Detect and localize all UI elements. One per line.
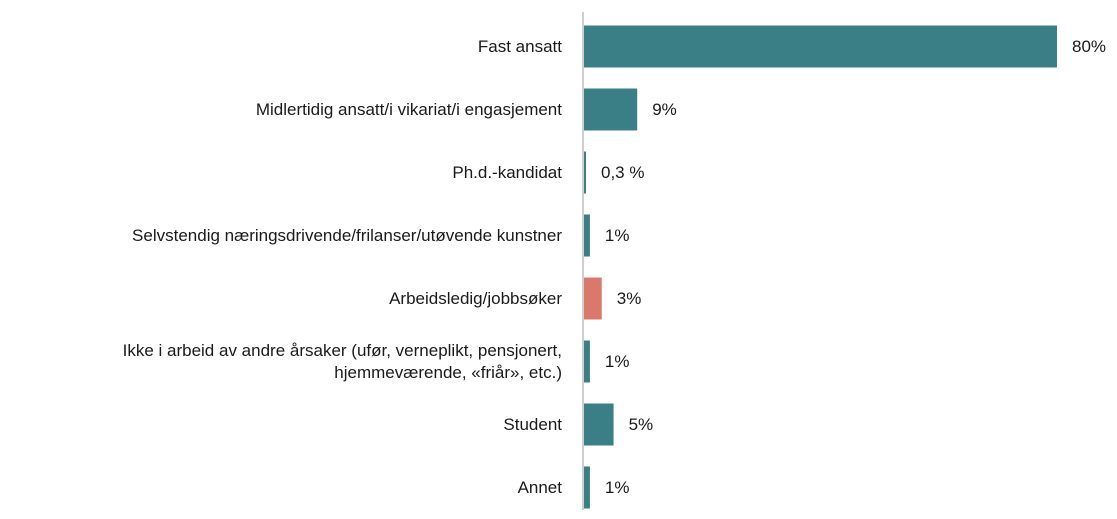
category-label: Midlertidig ansatt/i vikariat/i engasjem… xyxy=(255,99,562,119)
bar xyxy=(584,340,590,383)
value-label: 5% xyxy=(628,414,654,434)
category-label: Fast ansatt xyxy=(477,36,562,56)
bar xyxy=(584,403,614,446)
value-label: 3% xyxy=(616,288,642,308)
category-label: Selvstendig næringsdrivende/frilanser/ut… xyxy=(132,225,562,245)
bar xyxy=(584,25,1057,68)
category-label: Annet xyxy=(517,477,562,497)
bar xyxy=(584,214,590,257)
category-label: Arbeidsledig/jobbsøker xyxy=(389,288,562,308)
category-label: Ikke i arbeid av andre årsaker (ufør, ve… xyxy=(122,340,562,382)
bar xyxy=(584,88,638,131)
value-label: 1% xyxy=(604,351,630,371)
bar xyxy=(584,277,602,320)
value-label: 9% xyxy=(652,99,677,119)
bar xyxy=(584,151,586,194)
value-label: 1% xyxy=(604,225,630,245)
value-label: 1% xyxy=(604,477,630,497)
value-label: 80% xyxy=(1072,36,1107,56)
category-label: Student xyxy=(503,414,562,434)
bar xyxy=(584,466,590,509)
category-label: Ph.d.-kandidat xyxy=(452,162,562,182)
value-label: 0,3 % xyxy=(601,162,645,182)
